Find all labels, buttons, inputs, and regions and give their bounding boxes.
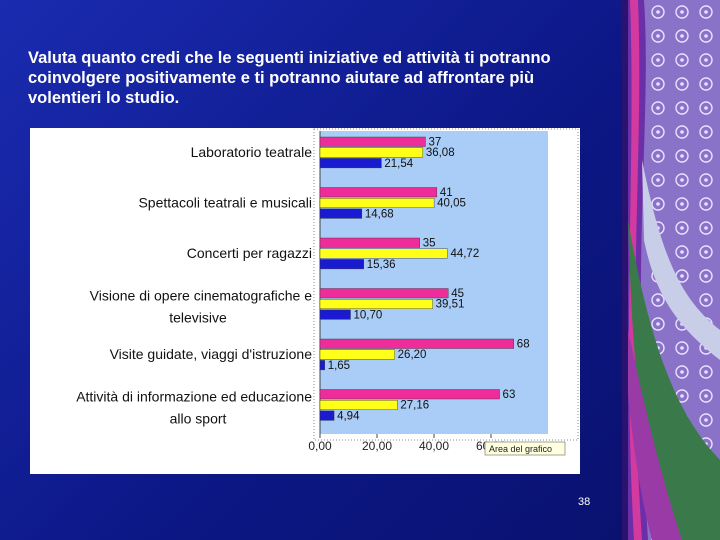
category-label: Spettacoli teatrali e musicali bbox=[138, 195, 312, 211]
bar bbox=[319, 400, 398, 410]
data-label: 4,94 bbox=[337, 410, 360, 422]
bar bbox=[319, 298, 433, 309]
category-label: Visione di opere cinematografiche e bbox=[90, 288, 313, 304]
bar bbox=[319, 237, 420, 248]
decorative-side-panel bbox=[622, 0, 720, 540]
bar bbox=[319, 338, 515, 349]
data-label: 26,20 bbox=[398, 349, 427, 361]
category-label: Attività di informazione ed educazione bbox=[76, 389, 312, 405]
bar bbox=[319, 349, 395, 360]
data-label: 44,72 bbox=[450, 248, 479, 260]
category-label: Visite guidate, viaggi d'istruzione bbox=[110, 346, 313, 362]
bar bbox=[319, 248, 448, 259]
bar bbox=[319, 197, 435, 208]
bar bbox=[319, 288, 449, 299]
bar bbox=[319, 187, 438, 198]
bar bbox=[319, 360, 325, 371]
tooltip-text: Area del grafico bbox=[489, 444, 552, 454]
page-number: 38 bbox=[578, 496, 591, 508]
category-label: Laboratorio teatrale bbox=[191, 144, 313, 160]
bar bbox=[319, 389, 500, 400]
data-label: 15,36 bbox=[367, 259, 396, 271]
category-label: televisive bbox=[169, 310, 227, 326]
tooltip-box bbox=[484, 441, 566, 456]
data-label: 10,70 bbox=[353, 309, 382, 321]
data-label: 40,05 bbox=[437, 198, 466, 210]
bar bbox=[319, 136, 426, 147]
data-label: 68 bbox=[517, 339, 530, 351]
data-label: 35 bbox=[423, 238, 436, 250]
data-label: 45 bbox=[451, 288, 464, 300]
data-label: 1,65 bbox=[328, 360, 350, 372]
bar bbox=[319, 410, 335, 421]
data-label: 36,08 bbox=[426, 147, 455, 159]
data-label: 39,51 bbox=[436, 299, 465, 311]
slide-title: Valuta quanto credi che le seguenti iniz… bbox=[28, 49, 551, 107]
category-label: Concerti per ragazzi bbox=[187, 245, 312, 261]
data-label: 21,54 bbox=[384, 158, 413, 170]
x-tick-label: 0,00 bbox=[308, 439, 332, 453]
bar bbox=[319, 158, 382, 169]
chart-container: 37 36,08 21,54 Laboratorio teatrale 41 40,05 1… bbox=[30, 128, 580, 474]
plot-area bbox=[320, 131, 548, 434]
data-label: 27,16 bbox=[400, 400, 429, 412]
data-label: 41 bbox=[440, 187, 453, 199]
data-label: 14,68 bbox=[365, 208, 394, 220]
x-tick-label: 40,00 bbox=[419, 439, 449, 453]
bar bbox=[319, 208, 363, 219]
chart-border bbox=[313, 128, 579, 441]
bar bbox=[319, 309, 351, 320]
x-tick-label: 20,00 bbox=[362, 439, 392, 453]
category-label: allo sport bbox=[170, 411, 227, 427]
bar bbox=[319, 259, 364, 270]
bar bbox=[319, 147, 424, 158]
data-label: 37 bbox=[428, 137, 441, 149]
data-label: 63 bbox=[503, 389, 516, 401]
